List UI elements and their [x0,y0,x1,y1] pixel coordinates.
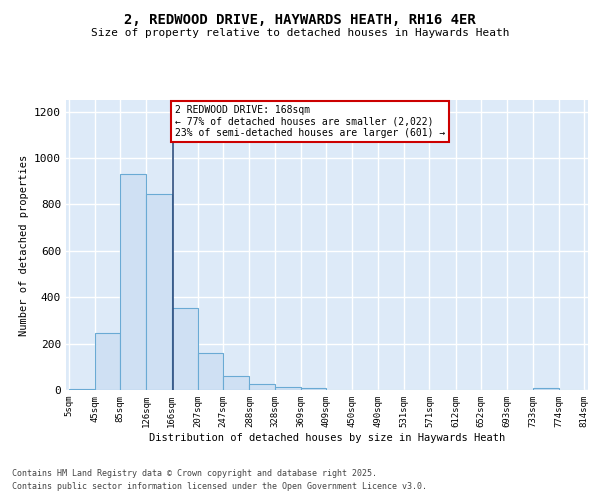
Bar [120,174,146,390]
Bar [533,388,559,390]
Text: 2 REDWOOD DRIVE: 168sqm
← 77% of detached houses are smaller (2,022)
23% of semi: 2 REDWOOD DRIVE: 168sqm ← 77% of detache… [175,104,445,138]
Bar [301,388,326,390]
Text: Contains HM Land Registry data © Crown copyright and database right 2025.: Contains HM Land Registry data © Crown c… [12,468,377,477]
Bar [223,376,250,390]
Bar [275,387,301,390]
Bar [95,333,120,390]
X-axis label: Distribution of detached houses by size in Haywards Heath: Distribution of detached houses by size … [149,432,505,442]
Text: 2, REDWOOD DRIVE, HAYWARDS HEATH, RH16 4ER: 2, REDWOOD DRIVE, HAYWARDS HEATH, RH16 4… [124,12,476,26]
Bar [69,389,95,390]
Bar [146,194,172,390]
Bar [198,353,223,390]
Text: Size of property relative to detached houses in Haywards Heath: Size of property relative to detached ho… [91,28,509,38]
Bar [172,308,198,390]
Y-axis label: Number of detached properties: Number of detached properties [19,154,29,336]
Text: Contains public sector information licensed under the Open Government Licence v3: Contains public sector information licen… [12,482,427,491]
Bar [250,384,275,390]
